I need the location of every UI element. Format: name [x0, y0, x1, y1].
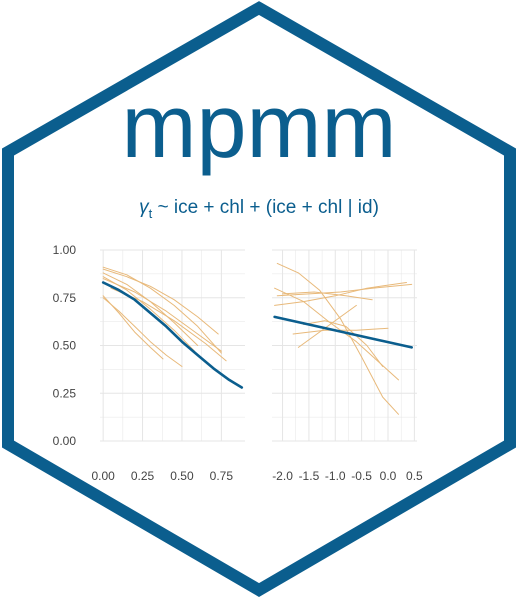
- left-grid: [100, 249, 245, 442]
- formula-rest: ~ ice + chl + (ice + chl | id): [152, 197, 379, 218]
- right-x-tick-label: 0.0: [380, 469, 397, 483]
- right-individual-line-3: [282, 291, 373, 301]
- left-individual-line-5: [102, 297, 183, 367]
- left-x-tick-label: 0.50: [170, 469, 194, 483]
- right-plot-panel: -2.0 -1.5 -1.0 -0.5 0.0 0.5: [272, 249, 423, 483]
- left-individual-line-1: [102, 268, 219, 335]
- right-x-tick-label: -1.5: [299, 469, 320, 483]
- right-fixed-effect-line: [273, 315, 413, 349]
- left-y-tick-label: 0.00: [53, 434, 77, 448]
- left-x-tick-label: 0.00: [91, 469, 115, 483]
- right-individual-line-0: [276, 262, 399, 415]
- left-x-tick-label: 0.25: [131, 469, 155, 483]
- right-x-tick-label: -1.0: [325, 469, 346, 483]
- formula-gamma: γ: [139, 197, 150, 218]
- right-x-tick-label: -0.5: [351, 469, 372, 483]
- right-individual-line-6: [274, 282, 407, 306]
- model-formula: γt ~ ice + chl + (ice + chl | id): [139, 197, 379, 221]
- right-x-tick-label: 0.5: [406, 469, 423, 483]
- left-x-tick-label: 0.75: [210, 469, 234, 483]
- left-individual-line-0: [102, 266, 222, 354]
- left-plot-panel: 0.00 0.25 0.50 0.75 0.00 0.25 0.50 0.75 1.00: [53, 243, 245, 483]
- right-individual-line-4: [297, 304, 357, 348]
- left-individual-line-6: [102, 278, 222, 352]
- right-individual-line-1: [276, 283, 413, 297]
- left-y-tick-label: 0.75: [53, 291, 77, 305]
- left-y-tick-label: 1.00: [53, 243, 77, 257]
- right-individual-line-5: [292, 327, 389, 335]
- formula-subscript: t: [149, 206, 153, 221]
- left-y-tick-label: 0.25: [53, 386, 77, 400]
- left-fixed-effect-line: [101, 281, 244, 389]
- right-x-tick-label: -2.0: [272, 469, 293, 483]
- package-title: mpmm: [122, 77, 397, 177]
- left-y-tick-label: 0.50: [53, 339, 77, 353]
- right-individual-line-7: [303, 320, 384, 367]
